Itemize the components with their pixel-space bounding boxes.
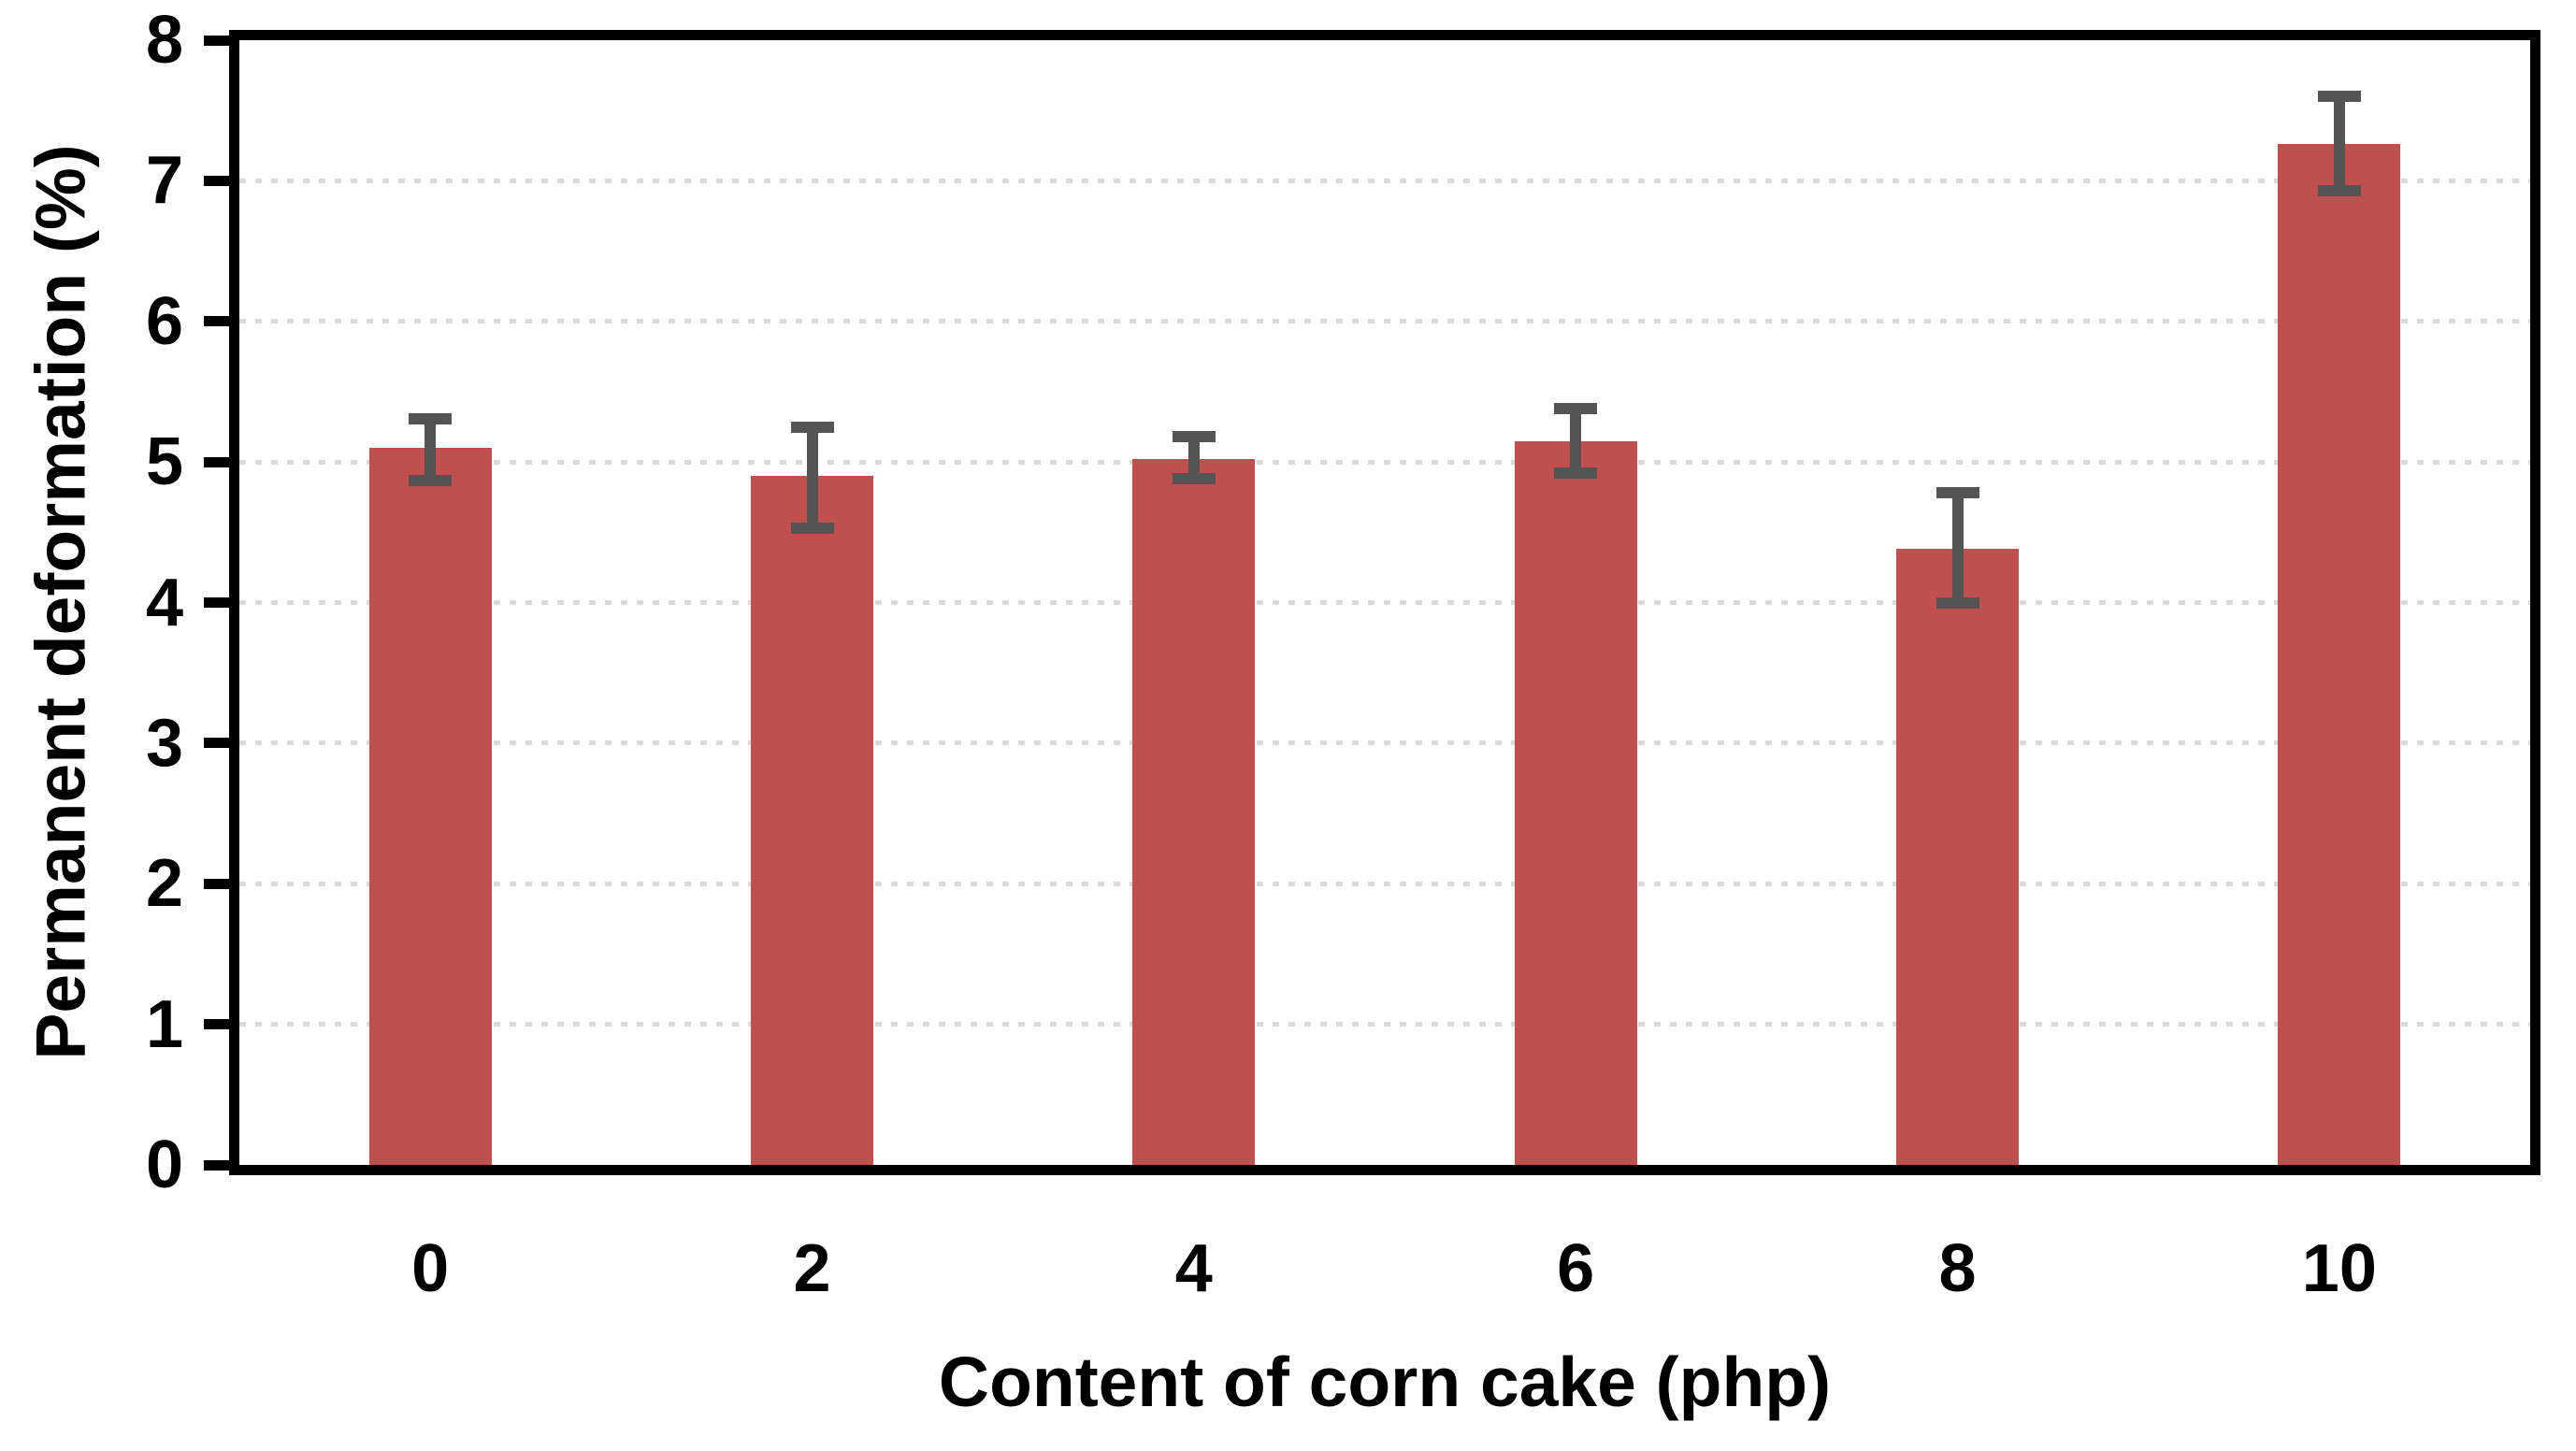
plot-area	[229, 30, 2540, 1175]
error-bar-top-cap	[2317, 91, 2361, 103]
gridline	[239, 319, 2530, 324]
error-bar-top-cap	[790, 421, 834, 433]
y-tick	[204, 456, 229, 467]
error-bar-bottom-cap	[1172, 473, 1216, 485]
y-tick-label: 5	[145, 424, 183, 500]
error-bar	[1951, 493, 1964, 603]
error-bar-bottom-cap	[1936, 596, 1979, 609]
y-tick-label: 0	[145, 1128, 183, 1202]
x-axis-title: Content of corn cake (php)	[938, 1343, 1832, 1421]
x-tick-label: 6	[1557, 1231, 1595, 1306]
gridline	[239, 600, 2530, 605]
y-tick	[204, 175, 229, 186]
y-tick	[204, 1019, 229, 1030]
error-bar-bottom-cap	[409, 474, 453, 486]
error-bar-bottom-cap	[790, 522, 834, 534]
error-bar-top-cap	[1936, 487, 1979, 499]
x-tick-label: 4	[1174, 1231, 1213, 1306]
gridline	[239, 1022, 2530, 1027]
bar	[1132, 459, 1256, 1165]
error-bar-top-cap	[409, 412, 453, 424]
y-tick	[204, 316, 229, 327]
y-tick	[204, 35, 229, 46]
y-tick-label: 6	[145, 283, 183, 359]
x-tick-label: 0	[411, 1231, 450, 1306]
bar	[751, 476, 873, 1165]
y-tick	[204, 597, 229, 608]
y-tick	[204, 878, 229, 889]
gridline	[239, 740, 2530, 746]
x-tick-label: 2	[793, 1231, 831, 1306]
gridline	[239, 881, 2530, 886]
error-bar	[1187, 437, 1200, 480]
bar	[1896, 549, 2019, 1165]
x-tick-label: 10	[2301, 1231, 2377, 1306]
error-bar	[2333, 96, 2345, 191]
bar	[1514, 440, 1637, 1165]
bar	[368, 448, 492, 1165]
error-bar-top-cap	[1172, 431, 1216, 443]
x-tick-label: 8	[1938, 1231, 1977, 1306]
y-tick	[204, 738, 229, 749]
y-tick-label: 1	[145, 986, 183, 1062]
gridline	[239, 459, 2530, 465]
error-bar-top-cap	[1554, 402, 1598, 414]
error-bar-bottom-cap	[2317, 184, 2361, 196]
error-bar-bottom-cap	[1554, 467, 1598, 480]
y-tick-label: 4	[145, 565, 183, 640]
y-tick-label: 2	[145, 846, 183, 922]
gridline	[239, 178, 2530, 183]
error-bar	[1570, 408, 1582, 474]
y-tick-label: 7	[145, 143, 183, 219]
error-bar	[806, 426, 818, 528]
bar	[2278, 144, 2401, 1165]
y-tick-label: 8	[145, 3, 183, 78]
y-tick-label: 3	[145, 705, 183, 781]
y-tick	[204, 1159, 229, 1171]
error-bar	[425, 418, 437, 481]
